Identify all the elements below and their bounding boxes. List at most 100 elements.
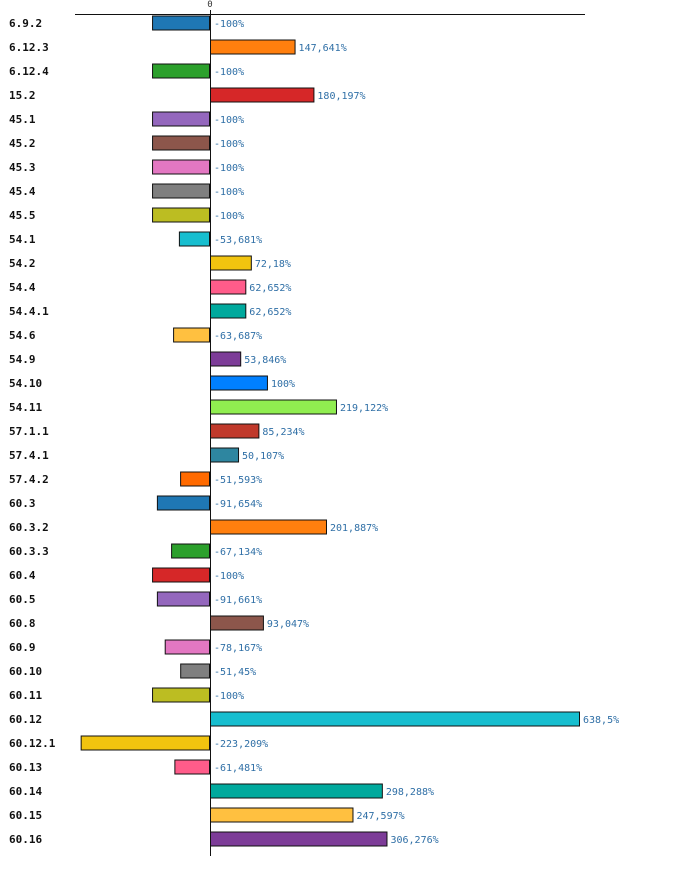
value-label: 53,846% xyxy=(244,355,286,366)
value-label: -63,687% xyxy=(214,331,262,342)
value-label: -223,209% xyxy=(214,739,268,750)
bar-54.10 xyxy=(210,375,268,391)
bar-57.4.2 xyxy=(180,471,210,487)
category-label: 54.9 xyxy=(9,353,36,366)
bar-60.12.1 xyxy=(80,735,210,751)
category-label: 45.5 xyxy=(9,209,36,222)
value-label: -100% xyxy=(214,19,244,30)
category-label: 60.5 xyxy=(9,593,36,606)
bar-6.12.4 xyxy=(152,63,210,79)
bar-60.13 xyxy=(174,759,211,775)
category-label: 54.1 xyxy=(9,233,36,246)
bar-60.11 xyxy=(152,687,210,703)
bar-60.5 xyxy=(156,591,210,607)
category-label: 60.10 xyxy=(9,665,42,678)
category-label: 60.8 xyxy=(9,617,36,630)
value-label: 50,107% xyxy=(242,451,284,462)
bar-60.14 xyxy=(210,783,383,799)
bar-45.4 xyxy=(152,183,210,199)
value-label: -51,593% xyxy=(214,475,262,486)
value-label: -53,681% xyxy=(214,235,262,246)
category-label: 45.1 xyxy=(9,113,36,126)
value-label: -100% xyxy=(214,115,244,126)
bar-57.4.1 xyxy=(210,447,240,463)
value-label: 201,887% xyxy=(330,523,378,534)
value-label: 62,652% xyxy=(249,307,291,318)
category-label: 60.16 xyxy=(9,833,42,846)
value-label: 100% xyxy=(271,379,295,390)
bar-45.2 xyxy=(152,135,210,151)
bar-54.6 xyxy=(173,327,210,343)
value-label: -100% xyxy=(214,211,244,222)
bar-60.4 xyxy=(152,567,210,583)
value-label: 85,234% xyxy=(262,427,304,438)
value-label: -100% xyxy=(214,163,244,174)
bars-layer xyxy=(80,15,580,847)
category-label: 54.4.1 xyxy=(9,305,49,318)
bar-45.1 xyxy=(152,111,210,127)
bar-6.9.2 xyxy=(152,15,210,31)
bar-15.2 xyxy=(210,87,315,103)
category-label: 54.4 xyxy=(9,281,36,294)
bar-57.1.1 xyxy=(210,423,260,439)
value-label: -100% xyxy=(214,139,244,150)
value-label: 180,197% xyxy=(317,91,365,102)
category-label: 6.12.4 xyxy=(9,65,49,78)
value-label: 247,597% xyxy=(356,811,404,822)
bar-45.5 xyxy=(152,207,210,223)
category-label: 45.2 xyxy=(9,137,36,150)
bar-60.12 xyxy=(210,711,580,727)
value-label: -51,45% xyxy=(214,667,256,678)
value-label: -100% xyxy=(214,691,244,702)
category-label: 45.3 xyxy=(9,161,36,174)
category-label: 54.11 xyxy=(9,401,42,414)
category-label: 6.12.3 xyxy=(9,41,49,54)
bar-60.8 xyxy=(210,615,264,631)
value-label: 638,5% xyxy=(583,715,619,726)
category-label: 54.10 xyxy=(9,377,42,390)
bar-60.15 xyxy=(210,807,354,823)
value-label: -91,661% xyxy=(214,595,262,606)
value-label: -78,167% xyxy=(214,643,262,654)
category-label: 54.2 xyxy=(9,257,36,270)
category-label: 60.12 xyxy=(9,713,42,726)
bar-60.3 xyxy=(156,495,210,511)
category-label: 60.3 xyxy=(9,497,36,510)
category-label: 60.3.2 xyxy=(9,521,49,534)
value-label: -67,134% xyxy=(214,547,262,558)
value-label: -91,654% xyxy=(214,499,262,510)
bar-54.1 xyxy=(178,231,210,247)
category-label: 57.4.1 xyxy=(9,449,49,462)
category-label: 60.14 xyxy=(9,785,42,798)
bar-60.3.3 xyxy=(171,543,210,559)
bar-6.12.3 xyxy=(210,39,296,55)
category-label: 60.12.1 xyxy=(9,737,56,750)
value-label: -100% xyxy=(214,67,244,78)
value-label: 62,652% xyxy=(249,283,291,294)
bar-54.4.1 xyxy=(210,303,247,319)
bar-54.9 xyxy=(210,351,242,367)
value-label: 219,122% xyxy=(340,403,388,414)
value-label: 298,288% xyxy=(386,787,434,798)
category-label: 57.1.1 xyxy=(9,425,49,438)
bar-54.4 xyxy=(210,279,247,295)
category-label: 60.11 xyxy=(9,689,42,702)
tick-label-zero: 0 xyxy=(207,0,212,10)
value-label: -100% xyxy=(214,187,244,198)
category-label: 60.9 xyxy=(9,641,36,654)
category-label: 6.9.2 xyxy=(9,17,42,30)
value-label: 72,18% xyxy=(255,259,291,270)
category-label: 60.13 xyxy=(9,761,42,774)
bar-60.16 xyxy=(210,831,388,847)
value-label: 147,641% xyxy=(299,43,347,54)
bar-60.9 xyxy=(164,639,210,655)
category-label: 57.4.2 xyxy=(9,473,49,486)
bar-60.10 xyxy=(180,663,211,679)
category-label: 60.4 xyxy=(9,569,36,582)
value-label: -61,481% xyxy=(214,763,262,774)
category-label: 60.3.3 xyxy=(9,545,49,558)
bar-60.3.2 xyxy=(210,519,327,535)
bar-54.11 xyxy=(210,399,337,415)
value-label: 93,047% xyxy=(267,619,309,630)
